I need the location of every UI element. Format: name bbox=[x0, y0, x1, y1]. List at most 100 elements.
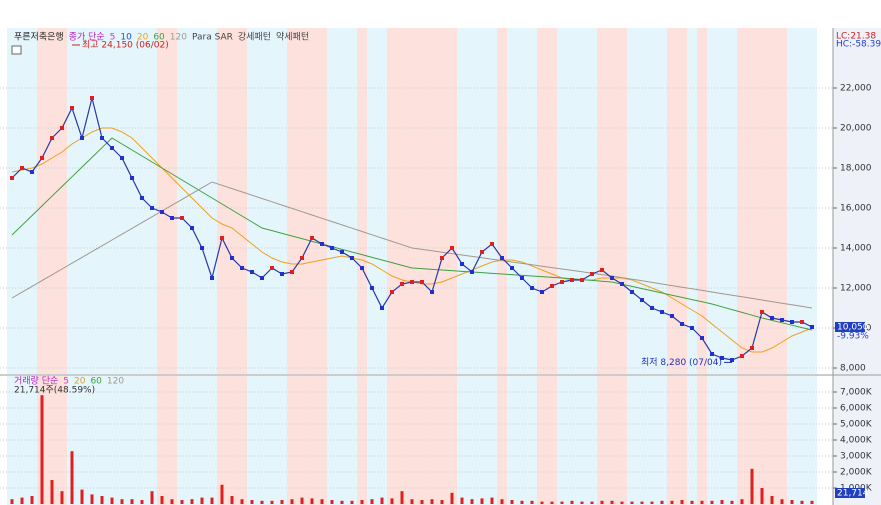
sar-band bbox=[567, 376, 577, 505]
volume-bar bbox=[470, 499, 474, 504]
sar-band bbox=[767, 28, 777, 374]
volume-bar bbox=[270, 500, 274, 504]
volume-bar bbox=[490, 497, 494, 504]
sar-band bbox=[487, 28, 497, 374]
volume-bar bbox=[130, 499, 134, 504]
sar-band bbox=[657, 376, 667, 505]
price-candle bbox=[180, 216, 184, 220]
volume-bar bbox=[60, 491, 64, 504]
sar-band bbox=[407, 376, 417, 505]
volume-bar bbox=[350, 500, 354, 504]
price-candle bbox=[490, 242, 494, 246]
sar-band bbox=[627, 376, 637, 505]
sar-band bbox=[237, 28, 247, 374]
volume-bar bbox=[570, 500, 574, 504]
sar-band bbox=[327, 28, 337, 374]
ma-line bbox=[11, 137, 813, 331]
price-candle bbox=[240, 266, 244, 270]
price-candle bbox=[620, 282, 624, 286]
price-candle bbox=[200, 246, 204, 250]
price-candle bbox=[410, 280, 414, 284]
sar-band bbox=[767, 376, 777, 505]
price-candle bbox=[730, 358, 734, 362]
volume-bar bbox=[670, 500, 674, 504]
sar-band bbox=[117, 28, 127, 374]
sar-band bbox=[27, 28, 37, 374]
volume-bar bbox=[110, 497, 114, 504]
volume-bar bbox=[140, 500, 144, 504]
volume-bar bbox=[390, 498, 394, 504]
volume-bar bbox=[740, 499, 744, 504]
volume-bar bbox=[560, 501, 564, 504]
sar-band bbox=[427, 28, 437, 374]
sar-band bbox=[117, 376, 127, 505]
price-candle bbox=[610, 276, 614, 280]
stock-name: 푸른저축은행 bbox=[14, 31, 64, 43]
sar-band bbox=[457, 28, 467, 374]
sar-band bbox=[327, 376, 337, 505]
sar-band bbox=[757, 28, 767, 374]
legend-entry: 120 bbox=[107, 377, 124, 387]
sar-band bbox=[657, 28, 667, 374]
sar-band bbox=[297, 376, 307, 505]
price-candle bbox=[270, 266, 274, 270]
volume-bar bbox=[340, 500, 344, 504]
price-candle bbox=[430, 290, 434, 294]
sar-band bbox=[747, 28, 757, 374]
sar-band bbox=[517, 28, 527, 374]
volume-bar bbox=[290, 499, 294, 504]
sar-band bbox=[57, 28, 67, 374]
price-candle bbox=[750, 346, 754, 350]
volume-bar bbox=[630, 501, 634, 504]
sar-band bbox=[467, 28, 477, 374]
menu-icon[interactable] bbox=[11, 45, 22, 55]
legend-entry: 20 bbox=[137, 33, 149, 43]
sar-band bbox=[807, 376, 817, 505]
sar-band bbox=[367, 28, 377, 374]
axis-panel bbox=[833, 28, 881, 505]
volume-bar bbox=[770, 496, 774, 504]
y-tick-label: 8,000 bbox=[840, 364, 866, 374]
sar-band bbox=[357, 376, 367, 505]
volume-bar bbox=[800, 500, 804, 504]
price-candle bbox=[450, 246, 454, 250]
sar-band bbox=[47, 376, 57, 505]
sar-band bbox=[167, 376, 177, 505]
volume-bar bbox=[200, 497, 204, 504]
legend-entry: 5 bbox=[63, 377, 69, 387]
legend-entry: 120 bbox=[170, 33, 187, 43]
price-candle bbox=[120, 156, 124, 160]
volume-bar bbox=[160, 496, 164, 504]
sar-band bbox=[747, 376, 757, 505]
sar-band bbox=[537, 376, 547, 505]
sar-band bbox=[217, 28, 227, 374]
price-candle bbox=[540, 290, 544, 294]
legend-entry: 20 bbox=[74, 377, 86, 387]
sar-band bbox=[727, 28, 737, 374]
legend-label: 약세패턴 bbox=[276, 31, 309, 43]
sar-band bbox=[477, 28, 487, 374]
volume-bar bbox=[150, 491, 154, 504]
sar-band bbox=[317, 376, 327, 505]
volume-bar bbox=[760, 488, 764, 504]
sar-band bbox=[557, 376, 567, 505]
volume-bar bbox=[540, 501, 544, 504]
sar-band bbox=[307, 28, 317, 374]
sar-band bbox=[587, 376, 597, 505]
sar-band bbox=[287, 28, 297, 374]
sar-band bbox=[257, 28, 267, 374]
volume-bar bbox=[680, 500, 684, 504]
price-candle bbox=[360, 266, 364, 270]
sar-band bbox=[737, 28, 747, 374]
sar-band bbox=[707, 28, 717, 374]
sar-band bbox=[417, 28, 427, 374]
price-candle bbox=[770, 316, 774, 320]
price-candle bbox=[300, 256, 304, 260]
sar-band bbox=[687, 376, 697, 505]
sar-band bbox=[77, 376, 87, 505]
price-candle bbox=[20, 166, 24, 170]
legend-label: Para SAR bbox=[192, 33, 233, 43]
volume-bar bbox=[120, 499, 124, 504]
price-candle bbox=[510, 266, 514, 270]
price-candle bbox=[340, 250, 344, 254]
